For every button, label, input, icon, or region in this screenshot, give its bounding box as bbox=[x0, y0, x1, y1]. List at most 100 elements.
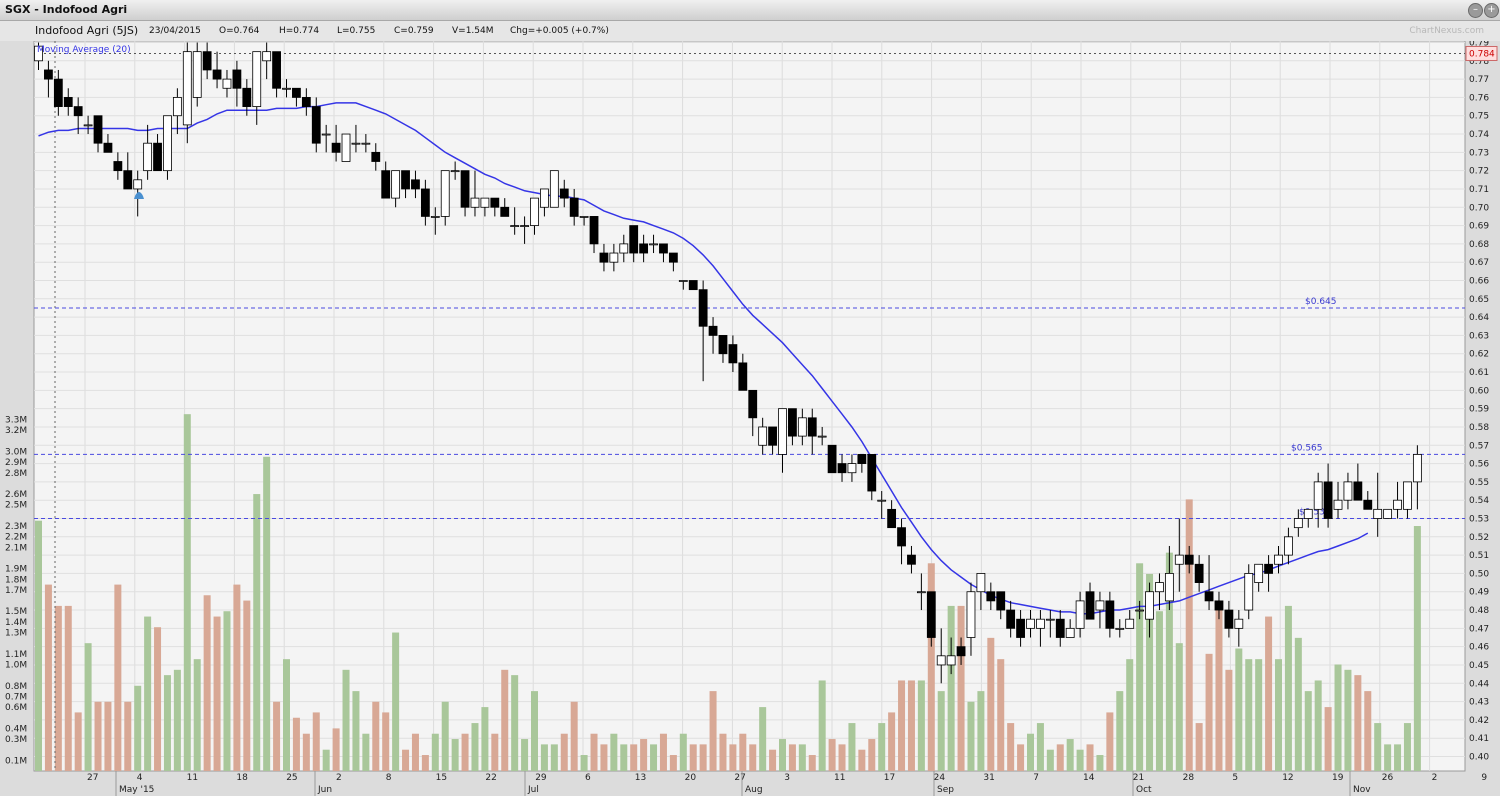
candle-body bbox=[916, 591, 926, 594]
candle-body bbox=[956, 646, 966, 657]
volume-bar bbox=[1324, 707, 1332, 771]
volume-bar bbox=[54, 605, 62, 771]
candle-body bbox=[212, 69, 222, 80]
maximize-button[interactable]: + bbox=[1484, 3, 1499, 18]
volume-bar bbox=[421, 755, 429, 771]
volume-tick-label: 1.9M bbox=[5, 565, 27, 575]
volume-bar bbox=[858, 749, 866, 771]
candle-body bbox=[1214, 600, 1224, 611]
volume-bar bbox=[1027, 733, 1034, 771]
volume-bar bbox=[808, 755, 816, 771]
volume-tick-label: 0.7M bbox=[5, 692, 27, 702]
volume-tick-label: 0.6M bbox=[5, 703, 27, 713]
candle-body bbox=[589, 216, 599, 245]
candle-body bbox=[1254, 563, 1264, 583]
candle-body bbox=[500, 206, 510, 217]
price-tick-label: 0.55 bbox=[1469, 478, 1489, 488]
volume-bar bbox=[997, 659, 1005, 771]
volume-bar bbox=[1185, 499, 1193, 771]
candle-body bbox=[1115, 627, 1125, 630]
candle-body bbox=[1194, 563, 1204, 583]
price-tick-label: 0.76 bbox=[1469, 93, 1489, 103]
candle-body bbox=[1016, 618, 1025, 638]
volume-bar bbox=[451, 739, 459, 771]
x-day-label: 5 bbox=[1232, 773, 1238, 783]
x-day-label: 24 bbox=[934, 773, 946, 783]
volume-bar bbox=[1374, 723, 1382, 771]
alert-bell-icon bbox=[134, 192, 144, 199]
minimize-button[interactable]: – bbox=[1468, 3, 1483, 18]
candle-body bbox=[926, 591, 936, 638]
horizontal-line-label: $0.565 bbox=[1291, 443, 1323, 453]
volume-tick-label: 3.2M bbox=[5, 426, 27, 436]
x-day-label: 4 bbox=[137, 773, 143, 783]
volume-bar bbox=[1086, 744, 1094, 771]
volume-bar bbox=[392, 632, 400, 771]
candle-body bbox=[192, 51, 202, 98]
volume-bar bbox=[233, 584, 241, 771]
volume-bar bbox=[818, 680, 826, 771]
candle-body bbox=[867, 454, 877, 492]
candle-body bbox=[411, 179, 420, 190]
x-day-label: 26 bbox=[1382, 773, 1394, 783]
candle-body bbox=[252, 51, 262, 107]
price-tick-label: 0.66 bbox=[1469, 277, 1489, 287]
candle-body bbox=[1036, 618, 1045, 629]
volume-bar bbox=[1126, 659, 1134, 771]
candle-body bbox=[1383, 508, 1393, 519]
volume-tick-label: 0.3M bbox=[5, 735, 27, 745]
volume-bar bbox=[213, 616, 221, 771]
volume-bar bbox=[1046, 749, 1054, 771]
candle-body bbox=[946, 655, 956, 666]
volume-bar bbox=[828, 739, 836, 771]
volume-bar bbox=[1394, 744, 1402, 771]
candle-body bbox=[450, 170, 460, 173]
volume-bar bbox=[630, 744, 638, 771]
volume-bar bbox=[521, 739, 529, 771]
candle-body bbox=[232, 69, 242, 89]
candle-body bbox=[113, 161, 123, 172]
candle-body bbox=[381, 170, 391, 199]
volume-bar bbox=[283, 659, 290, 771]
volume-bar bbox=[898, 680, 906, 771]
candle-body bbox=[1184, 554, 1194, 565]
candle-body bbox=[331, 142, 341, 153]
volume-tick-label: 1.4M bbox=[5, 618, 27, 628]
candle-body bbox=[292, 87, 301, 98]
volume-bar bbox=[1205, 653, 1213, 771]
volume-bar bbox=[907, 680, 915, 771]
candle-body bbox=[440, 170, 450, 217]
x-day-label: 25 bbox=[286, 773, 297, 783]
candle-body bbox=[1264, 563, 1273, 574]
candle-body bbox=[708, 325, 718, 336]
candle-body bbox=[1303, 508, 1313, 519]
volume-bar bbox=[481, 707, 489, 771]
volume-bar bbox=[1275, 659, 1282, 771]
volume-bar bbox=[888, 712, 896, 771]
volume-bar bbox=[769, 749, 777, 771]
x-day-label: 7 bbox=[1033, 773, 1039, 783]
candle-body bbox=[847, 463, 857, 474]
volume-bar bbox=[382, 712, 390, 771]
candle-body bbox=[480, 197, 490, 208]
x-day-label: 14 bbox=[1083, 773, 1095, 783]
price-tick-label: 0.45 bbox=[1469, 661, 1489, 671]
volume-bar bbox=[124, 701, 132, 771]
price-tick-label: 0.41 bbox=[1469, 734, 1489, 744]
volume-bar bbox=[947, 605, 955, 771]
volume-bar bbox=[1284, 605, 1292, 771]
volume-bar bbox=[302, 733, 310, 771]
volume-bar bbox=[104, 701, 112, 771]
candle-body bbox=[1105, 600, 1115, 629]
volume-bar bbox=[1265, 616, 1273, 771]
stock-chart[interactable]: 27 4 11 18 25 2 8 15 22 29 6 13 20 27 3 11 17 24 31 7 14 21 28… bbox=[0, 41, 1500, 796]
candle-body bbox=[282, 87, 291, 90]
volume-bar bbox=[1076, 749, 1084, 771]
price-tick-label: 0.63 bbox=[1469, 331, 1489, 341]
candle-body bbox=[549, 170, 559, 208]
candle-body bbox=[698, 289, 708, 327]
price-tick-label: 0.53 bbox=[1469, 515, 1489, 525]
price-tick-label: 0.58 bbox=[1469, 423, 1489, 433]
volume-tick-label: 2.6M bbox=[5, 490, 27, 500]
price-tick-label: 0.70 bbox=[1469, 203, 1489, 213]
